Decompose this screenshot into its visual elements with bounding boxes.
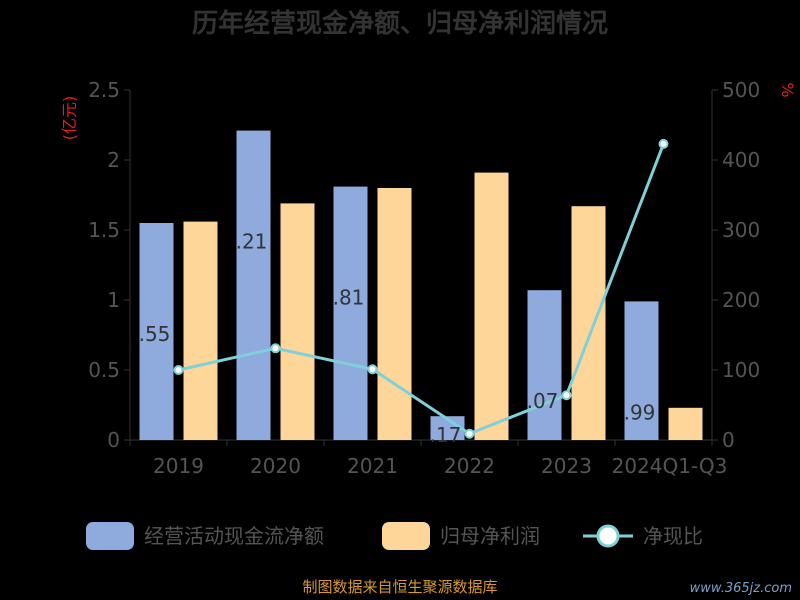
data-label: .81	[333, 286, 365, 310]
bar-cash-flow	[527, 290, 562, 440]
ratio-point	[658, 138, 669, 149]
right-tick-label: 500	[722, 78, 760, 102]
ratio-point	[367, 364, 378, 375]
ratio-point	[561, 390, 572, 401]
right-axis-unit: %	[778, 82, 797, 97]
legend-label-ratio: 净现比	[643, 524, 703, 548]
ratio-line	[173, 138, 669, 439]
data-labels: .55 .21 .81 .17 .07 .99	[139, 230, 656, 448]
bar-net-profit	[183, 221, 218, 440]
bar-cash-flow	[139, 223, 174, 440]
right-tick-label: 0	[722, 428, 735, 452]
left-tick-label: 0.5	[88, 358, 120, 382]
legend-marker-ratio	[596, 524, 620, 548]
x-axis: 2019 2020 2021 2022 2023 2024Q1-Q3	[129, 440, 728, 478]
legend-label-net-profit: 归母净利润	[440, 524, 540, 548]
bar-cash-flow	[236, 130, 271, 440]
left-axis-unit: (亿元)	[60, 96, 79, 141]
legend-label-cash-flow: 经营活动现金流净额	[144, 524, 324, 548]
bar-cash-flow	[624, 301, 659, 440]
data-label: .07	[527, 389, 559, 413]
left-axis: 0 0.5 1 1.5 2 2.5	[88, 78, 130, 452]
x-tick-label: 2019	[153, 454, 204, 478]
x-tick-label: 2023	[541, 454, 592, 478]
data-label: .99	[624, 400, 656, 424]
left-tick-label: 0	[107, 428, 120, 452]
source-text: 制图数据来自恒生聚源数据库	[302, 578, 497, 596]
bar-net-profit	[377, 188, 412, 440]
ratio-point	[464, 428, 475, 439]
x-tick-label: 2020	[250, 454, 301, 478]
right-tick-label: 200	[722, 288, 760, 312]
x-tick-label: 2022	[444, 454, 495, 478]
left-tick-label: 2	[107, 148, 120, 172]
ratio-line-path	[178, 143, 665, 436]
legend-swatch-net-profit	[382, 522, 430, 550]
bar-cash-flow	[333, 186, 368, 440]
right-tick-label: 100	[722, 358, 760, 382]
x-tick-label: 2021	[347, 454, 398, 478]
bar-net-profit	[668, 407, 703, 440]
right-tick-label: 300	[722, 218, 760, 242]
bar-net-profit	[571, 206, 606, 440]
right-axis: 0 100 200 300 400 500	[712, 78, 760, 452]
left-tick-label: 2.5	[88, 78, 120, 102]
legend-swatch-cash-flow	[86, 522, 134, 550]
bars	[139, 130, 703, 440]
bar-net-profit	[474, 172, 509, 440]
data-label: .17	[430, 423, 462, 447]
right-tick-label: 400	[722, 148, 760, 172]
left-tick-label: 1.5	[88, 218, 120, 242]
data-label: .21	[236, 230, 268, 254]
bar-net-profit	[280, 203, 315, 440]
ratio-point	[173, 365, 184, 375]
chart-title: 历年经营现金净额、归母净利润情况	[192, 8, 608, 39]
watermark: www.365jz.com	[690, 581, 792, 596]
data-label: .55	[139, 322, 171, 346]
ratio-point	[270, 343, 281, 354]
legend: 经营活动现金流净额 归母净利润 净现比	[86, 522, 703, 550]
x-tick-label: 2024Q1-Q3	[612, 454, 728, 478]
bar-cash-flow	[430, 416, 465, 440]
left-tick-label: 1	[107, 288, 120, 312]
